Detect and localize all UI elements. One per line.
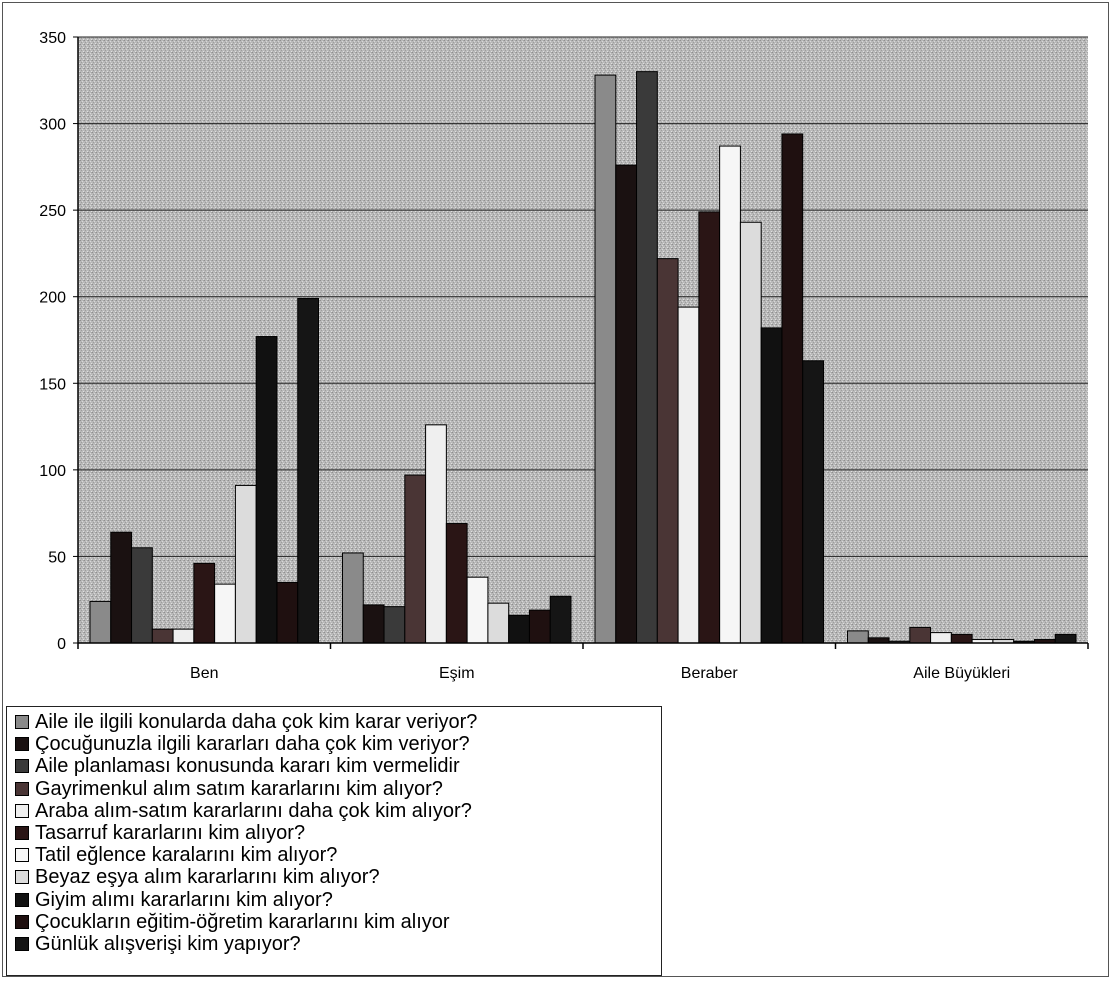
bar [383, 606, 406, 644]
bar [719, 145, 741, 644]
bar [425, 424, 447, 644]
legend-swatch [15, 826, 29, 841]
bar [781, 133, 804, 644]
y-tick-label: 350 [39, 30, 66, 47]
legend-label: Tatil eğlence karalarını kim alıyor? [35, 844, 338, 867]
bar [508, 614, 530, 644]
legend: Aile ile ilgili konularda daha çok kim k… [6, 706, 662, 976]
bar [677, 306, 700, 644]
bar [362, 604, 385, 644]
axes [77, 37, 1089, 649]
legend-item: Çocuğunuzla ilgili kararları daha çok ki… [15, 733, 661, 755]
bar [847, 630, 869, 644]
bar [89, 600, 112, 644]
legend-item: Günlük alışverişi kim yapıyor? [15, 933, 661, 955]
bar [528, 609, 551, 644]
bar [760, 327, 783, 644]
legend-label: Aile ile ilgili konularda daha çok kim k… [35, 711, 478, 734]
bar [131, 547, 153, 644]
x-category-label: Eşim [439, 665, 475, 682]
legend-label: Aile planlaması konusunda kararı kim ver… [35, 755, 460, 778]
legend-swatch [15, 914, 29, 929]
bar [172, 628, 195, 644]
y-tick-label: 250 [39, 203, 66, 220]
y-tick-label: 100 [39, 463, 66, 480]
bar [151, 628, 174, 644]
bar [276, 581, 299, 644]
x-category-labels: Ben Eşim Beraber Aile Büyükleri [190, 665, 1010, 682]
legend-swatch [15, 715, 29, 730]
legend-label: Tasarruf kararlarını kim alıyor? [35, 822, 306, 845]
legend-swatch [15, 870, 29, 885]
bar [950, 633, 973, 644]
legend-swatch [15, 848, 29, 863]
y-tick-label: 150 [39, 376, 66, 393]
bar [549, 595, 572, 644]
legend-swatch [15, 936, 29, 951]
bar [234, 484, 257, 644]
legend-label: Giyim alımı kararlarını kim alıyor? [35, 888, 333, 911]
bar [909, 626, 932, 644]
legend-label: Çocukların eğitim-öğretim kararlarını ki… [35, 910, 450, 933]
x-category-label: Aile Büyükleri [913, 665, 1010, 682]
bar [404, 474, 427, 644]
bar [445, 523, 468, 644]
gridlines [78, 36, 1088, 557]
bar [739, 221, 762, 644]
legend-item: Çocukların eğitim-öğretim kararlarını ki… [15, 911, 661, 933]
legend-item: Aile planlaması konusunda kararı kim ver… [15, 755, 661, 777]
legend-label: Araba alım-satım kararlarını daha çok ki… [35, 799, 472, 822]
bar [193, 562, 216, 644]
legend-swatch [15, 759, 29, 774]
bar [466, 576, 489, 644]
plot-area [78, 37, 1088, 643]
x-category-label: Beraber [681, 665, 739, 682]
bar [698, 211, 721, 644]
legend-item: Gayrimenkul alım satım kararlarını kim a… [15, 778, 661, 800]
legend-label: Gayrimenkul alım satım kararlarını kim a… [35, 777, 443, 800]
bar [930, 632, 952, 644]
y-tick-label: 0 [57, 636, 66, 653]
bar [656, 258, 679, 644]
chart-canvas: 0 50 100 150 200 250 300 350 Ben Eşim Beraber Aile… [39, 30, 1089, 682]
legend-label: Günlük alışverişi kim yapıyor? [35, 932, 301, 955]
y-tick-label: 50 [48, 549, 66, 566]
y-tick-label: 300 [39, 117, 66, 134]
bar [636, 71, 658, 644]
legend-swatch [15, 892, 29, 907]
legend-swatch [15, 781, 29, 796]
bar [110, 531, 133, 644]
legend-item: Tasarruf kararlarını kim alıyor? [15, 822, 661, 844]
legend-swatch [15, 803, 29, 818]
bar [214, 583, 236, 644]
legend-swatch [15, 737, 29, 752]
x-category-label: Ben [190, 665, 218, 682]
legend-item: Aile ile ilgili konularda daha çok kim k… [15, 711, 661, 733]
bar [255, 336, 278, 644]
y-tick-label: 200 [39, 290, 66, 307]
bar [594, 74, 617, 644]
bar [297, 297, 319, 644]
legend-item: Tatil eğlence karalarını kim alıyor? [15, 844, 661, 866]
bar [615, 164, 638, 644]
y-tick-labels: 0 50 100 150 200 250 300 350 [39, 30, 78, 653]
legend-label: Çocuğunuzla ilgili kararları daha çok ki… [35, 733, 470, 756]
bar [487, 602, 510, 644]
legend-item: Beyaz eşya alım kararlarını kim alıyor? [15, 866, 661, 888]
bar [1054, 633, 1077, 644]
legend-item: Araba alım-satım kararlarını daha çok ki… [15, 800, 661, 822]
bar [867, 637, 890, 644]
legend-label: Beyaz eşya alım kararlarını kim alıyor? [35, 866, 380, 889]
bars [89, 71, 1077, 644]
bar [802, 360, 825, 644]
legend-item: Giyim alımı kararlarını kim alıyor? [15, 889, 661, 911]
bar [342, 552, 364, 644]
